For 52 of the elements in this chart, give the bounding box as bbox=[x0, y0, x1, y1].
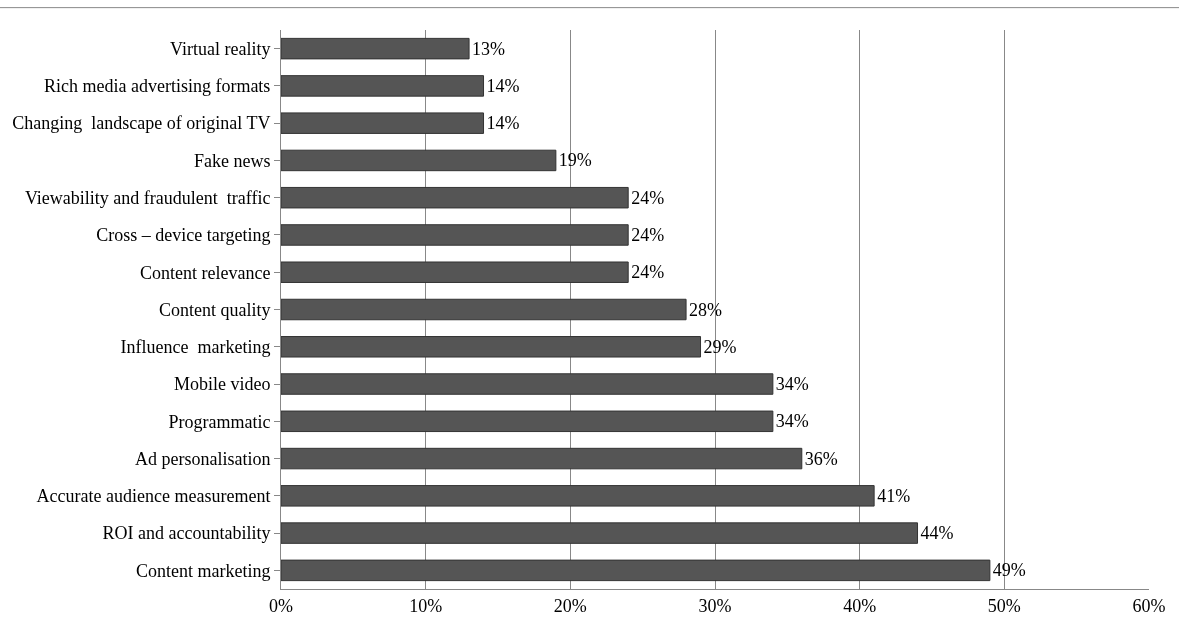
y-tick-label: Programmatic bbox=[168, 411, 271, 432]
data-label: 34% bbox=[775, 374, 809, 395]
y-tick-label: Content quality bbox=[158, 299, 271, 320]
bar bbox=[281, 336, 702, 358]
y-tick-label: Viewability and fraudulent traffic bbox=[24, 188, 271, 208]
bar bbox=[281, 410, 774, 433]
data-label: 41% bbox=[877, 485, 911, 506]
y-tick-label: Rich media advertising formats bbox=[43, 76, 271, 97]
x-tick-label: 20% bbox=[553, 595, 587, 616]
data-label: 28% bbox=[689, 299, 723, 320]
data-label: 36% bbox=[804, 448, 838, 469]
bar bbox=[281, 298, 687, 321]
y-tick-label: Accurate audience measurement bbox=[36, 486, 271, 507]
data-label: 29% bbox=[703, 336, 737, 357]
y-tick-label: Fake news bbox=[193, 150, 271, 171]
y-tick-label: Changing landscape of original TV bbox=[12, 113, 271, 134]
data-label: 44% bbox=[920, 523, 954, 544]
data-label: 13% bbox=[472, 38, 506, 59]
y-tick-label: Ad personalisation bbox=[134, 448, 271, 469]
data-label: 24% bbox=[631, 262, 665, 283]
y-tick-label: Influence marketing bbox=[120, 337, 271, 358]
bar bbox=[281, 447, 803, 470]
bar bbox=[281, 261, 629, 283]
data-label: 34% bbox=[775, 411, 809, 432]
data-label: 24% bbox=[631, 224, 665, 245]
bar bbox=[281, 559, 991, 582]
data-label: 14% bbox=[486, 75, 520, 96]
bar bbox=[281, 37, 470, 60]
bar bbox=[281, 149, 557, 172]
y-tick-label: Virtual reality bbox=[170, 38, 271, 59]
data-label: 19% bbox=[558, 150, 592, 171]
y-tick-label: Content relevance bbox=[139, 262, 271, 283]
y-tick-label: Content marketing bbox=[135, 560, 271, 581]
y-tick-label: Cross – device targeting bbox=[96, 225, 271, 246]
x-tick-label: 50% bbox=[987, 595, 1021, 616]
x-tick-label: 40% bbox=[843, 595, 877, 616]
bar bbox=[281, 485, 875, 507]
bar bbox=[281, 75, 485, 97]
bar bbox=[281, 522, 919, 544]
bar bbox=[281, 224, 629, 246]
x-tick-label: 10% bbox=[409, 595, 443, 616]
bar bbox=[281, 373, 774, 395]
bar bbox=[281, 112, 485, 134]
bar bbox=[281, 186, 629, 209]
y-tick-label: Mobile video bbox=[173, 374, 271, 395]
data-label: 24% bbox=[631, 187, 665, 208]
data-label: 49% bbox=[992, 560, 1026, 581]
data-label: 14% bbox=[486, 113, 520, 134]
x-tick-label: 0% bbox=[269, 595, 293, 616]
x-tick-label: 60% bbox=[1132, 595, 1166, 616]
x-tick-label: 30% bbox=[698, 595, 732, 616]
y-tick-label: ROI and accountability bbox=[102, 523, 271, 544]
